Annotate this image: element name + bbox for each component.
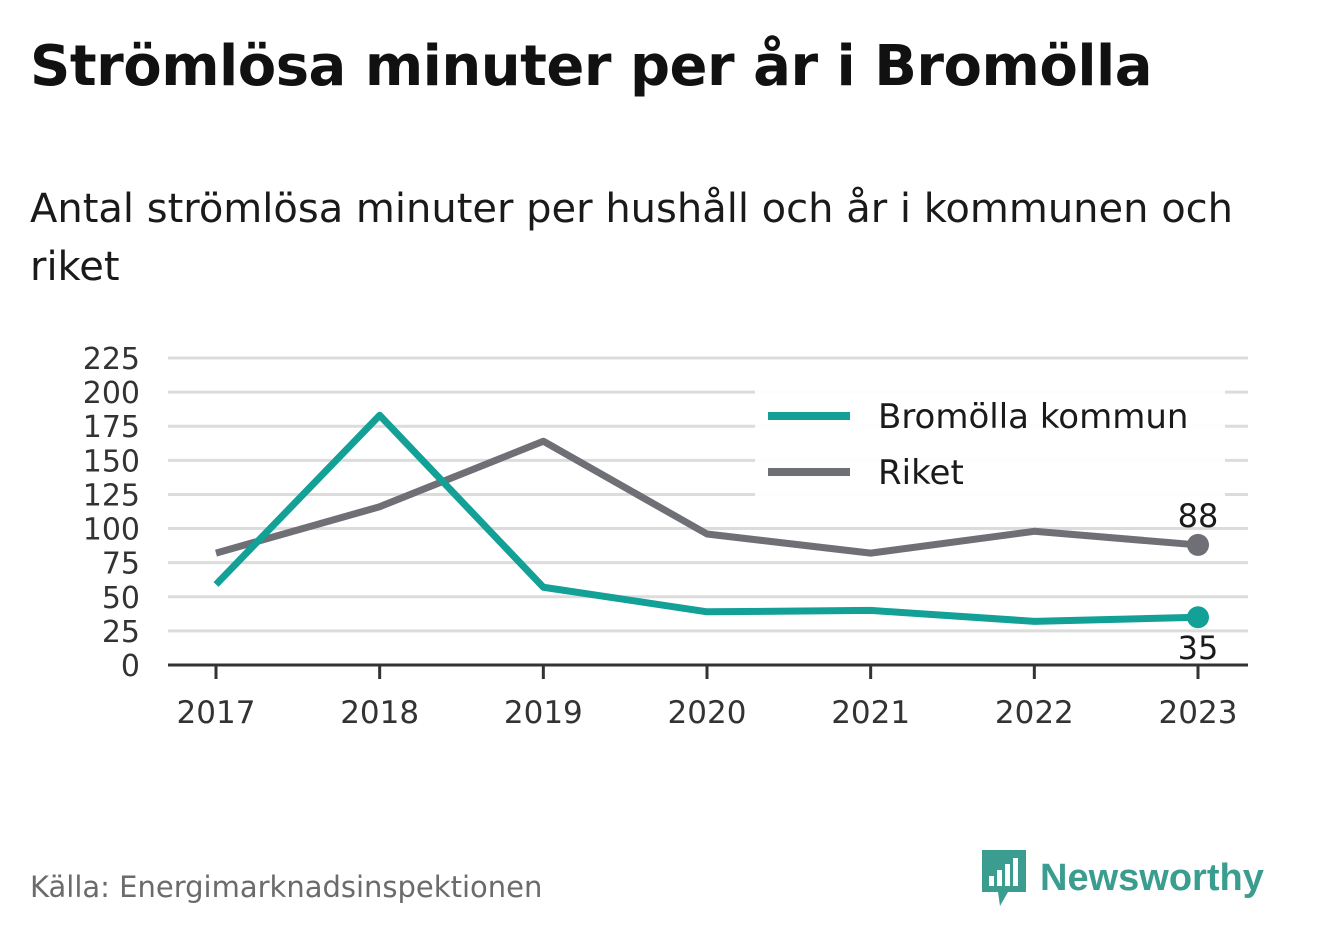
x-tick-label: 2018 — [340, 695, 419, 731]
y-tick-label: 150 — [83, 444, 140, 479]
x-tick-label: 2023 — [1159, 695, 1238, 731]
chart-series: 88 35 — [213, 411, 1219, 667]
legend-label: Bromölla kommun — [878, 397, 1188, 437]
series-line — [213, 411, 1199, 625]
chart-legend: Bromölla kommun Riket — [755, 388, 1225, 500]
x-axis: 2017 2018 2019 2020 2021 2022 2023 — [168, 663, 1248, 731]
series-line — [215, 437, 1199, 557]
y-tick-label: 75 — [102, 547, 140, 582]
y-tick-label: 225 — [83, 342, 140, 377]
end-value-label: 35 — [1178, 629, 1219, 667]
legend-background — [755, 388, 1225, 500]
end-point-marker — [1187, 533, 1209, 556]
y-tick-label: 200 — [83, 376, 140, 411]
y-tick-label: 100 — [83, 513, 140, 548]
newsworthy-brand: Newsworthy — [980, 848, 1264, 908]
x-tick-label: 2019 — [504, 695, 583, 731]
y-tick-label: 175 — [83, 410, 140, 445]
brand-label: Newsworthy — [1040, 856, 1264, 899]
y-tick-label: 25 — [102, 615, 140, 650]
y-tick-label: 0 — [121, 649, 140, 684]
x-tick-label: 2017 — [177, 695, 256, 731]
x-tick-label: 2021 — [831, 695, 910, 731]
legend-label: Riket — [878, 453, 964, 493]
chart-title: Strömlösa minuter per år i Bromölla — [30, 34, 1153, 99]
end-point-marker — [1187, 606, 1209, 629]
x-tick-label: 2020 — [668, 695, 747, 731]
y-tick-label: 125 — [83, 478, 140, 513]
chart-subtitle: Antal strömlösa minuter per hushåll och … — [30, 186, 1234, 290]
newsworthy-logo-icon — [982, 850, 1026, 906]
y-tick-label: 50 — [102, 581, 140, 616]
x-tick-label: 2022 — [995, 695, 1074, 731]
source-note: Källa: Energimarknadsinspektionen — [30, 870, 543, 904]
end-value-label: 88 — [1178, 497, 1219, 535]
